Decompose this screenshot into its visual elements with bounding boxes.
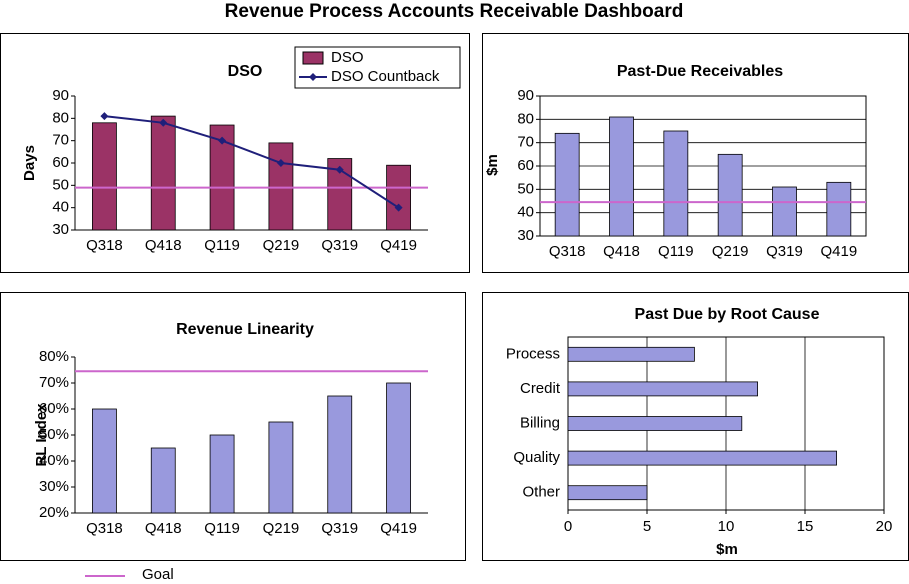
x-tick-label: Q418 [603,243,640,260]
x-tick-label: Q418 [145,520,182,537]
y-tick-label: 20% [39,504,69,521]
x-tick-label: 15 [797,518,814,535]
x-tick-label: Q418 [145,237,182,254]
bar [209,434,235,514]
bar [92,122,117,231]
line-marker [159,118,168,127]
y-tick-label: 30 [517,227,534,244]
legend-label: DSO Countback [331,68,440,85]
line-marker [100,112,109,121]
bar [567,416,743,431]
bar [567,381,759,397]
x-tick-label: Q219 [712,243,749,260]
x-tick-label: Q419 [820,243,857,260]
bar [567,450,838,466]
y-tick-label: 30 [52,221,69,238]
chart-title: Past-Due Receivables [617,63,783,80]
y-tick-label: Other [522,484,560,501]
y-tick-label: 60 [52,154,69,171]
x-tick-label: 5 [643,518,651,535]
bar [717,153,743,237]
legend-marker [309,73,317,81]
x-tick-label: 10 [718,518,735,535]
y-tick-label: 50 [52,176,69,193]
y-tick-label: 50% [39,426,69,443]
line-marker [218,136,227,145]
chart-title: Revenue Linearity [176,321,314,338]
line [104,115,400,209]
x-tick-label: Q119 [204,237,240,254]
x-tick-label: Q219 [263,520,300,537]
panel [0,33,470,273]
y-tick-label: 60% [39,400,69,417]
bar [386,164,411,231]
x-tick-label: Q419 [380,520,417,537]
y-tick-label: 40 [52,199,69,216]
x-tick-label: Q318 [549,243,586,260]
x-tick-label: 20 [876,518,893,535]
goal-legend-label: Goal [142,566,174,583]
y-tick-label: 40% [39,452,69,469]
bar [567,346,695,362]
bar [772,186,797,237]
bar [150,115,176,231]
line-marker [335,165,344,174]
y-tick-label: 60 [517,157,534,174]
x-tick-label: Q319 [766,243,803,260]
bar [92,408,117,514]
chart-title: Past Due by Root Cause [635,306,820,323]
bar [826,181,852,237]
x-tick-label: Q318 [86,520,123,537]
x-tick-label: Q119 [204,520,240,537]
y-tick-label: 80% [39,348,69,365]
y-axis-label: RL Index [33,403,50,467]
x-tick-label: Q119 [658,243,694,260]
x-tick-label: Q219 [263,237,300,254]
x-tick-label: Q319 [321,237,358,254]
bar [268,421,294,514]
y-tick-label: 80 [517,110,534,127]
x-tick-label: Q319 [321,520,358,537]
y-tick-label: 70% [39,374,69,391]
bar [150,447,176,514]
bar [327,395,353,514]
x-axis-label: $m [716,541,738,558]
legend-swatch [302,51,324,65]
y-axis-label: Days [21,145,38,181]
chart-title: DSO [228,63,263,80]
y-tick-label: Credit [520,380,561,397]
y-axis-label: $m [484,154,501,176]
bar [663,130,689,237]
line-marker [394,203,403,212]
line-marker [276,159,285,167]
x-tick-label: Q419 [380,237,417,254]
y-tick-label: 70 [517,134,534,151]
page-title: Revenue Process Accounts Receivable Dash… [225,1,684,22]
x-tick-label: 0 [564,518,572,535]
y-tick-label: 70 [52,132,69,149]
bar [567,485,648,501]
x-tick-label: Q318 [86,237,123,254]
bar [554,132,580,237]
y-tick-label: Process [506,345,560,362]
y-tick-label: 30% [39,478,69,495]
panel [0,292,466,561]
bar [268,142,294,231]
bar [609,116,634,237]
y-tick-label: 80 [52,109,69,126]
y-tick-label: 90 [517,87,534,104]
legend-label: DSO [331,49,364,66]
bar [386,382,411,514]
y-tick-label: 90 [52,87,69,104]
y-tick-label: Billing [520,414,560,431]
y-tick-label: 40 [517,204,534,221]
y-tick-label: 50 [517,180,534,197]
y-tick-label: Quality [513,449,560,466]
